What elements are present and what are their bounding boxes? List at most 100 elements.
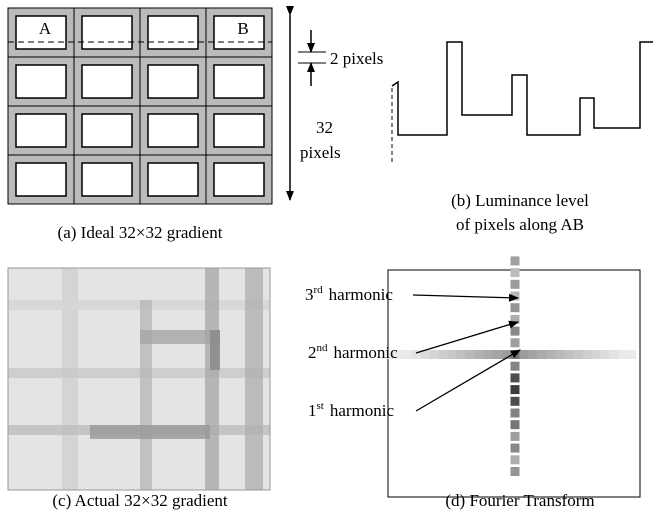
spectrum-cell — [510, 420, 520, 430]
spectrum-cell — [510, 326, 520, 336]
spectrum-cell — [438, 350, 448, 359]
spectrum-cell — [465, 350, 475, 359]
spectrum-cell — [402, 350, 412, 359]
blur-band — [140, 300, 152, 490]
harmonic-number: 2 — [308, 343, 317, 362]
height-label: 32 — [316, 118, 333, 137]
spectrum-cell — [510, 396, 520, 406]
caption-a: (a) Ideal 32×32 gradient — [58, 223, 223, 242]
spectrum-cell — [618, 350, 628, 359]
harmonic-label: 2nd harmonic — [308, 342, 398, 362]
cell-inner — [15, 162, 67, 197]
harmonic-arrow — [412, 293, 519, 302]
cell-inner — [213, 15, 265, 50]
spectrum-cell — [510, 303, 520, 313]
spectrum-cell — [510, 385, 520, 395]
spectrum-cell — [384, 350, 394, 359]
harmonic-word: harmonic — [334, 343, 399, 362]
cell-inner — [81, 15, 133, 50]
cell-inner — [147, 162, 199, 197]
spectrum-cell — [510, 279, 520, 289]
spectrum-cell — [510, 314, 520, 324]
spectrum-cell — [393, 350, 403, 359]
caption-d: (d) Fourier Transform — [445, 491, 594, 510]
spectrum-cell — [582, 350, 592, 359]
harmonic-suffix: nd — [317, 342, 329, 354]
spectrum-cell — [501, 350, 511, 359]
spectrum-cell — [483, 350, 493, 359]
blur-band — [8, 300, 270, 310]
spectrum-cell — [474, 350, 484, 359]
harmonic-label: 3rd harmonic — [305, 284, 393, 304]
spectrum-cell — [546, 350, 556, 359]
cell-inner — [81, 162, 133, 197]
ideal-gradient — [7, 7, 273, 205]
cell-inner — [81, 64, 133, 99]
cell-inner — [213, 64, 265, 99]
blur-band — [90, 425, 210, 439]
spectrum-cell — [510, 361, 520, 371]
blur-band — [210, 330, 220, 370]
spectrum-cell — [456, 350, 466, 359]
spectrum-cell — [510, 268, 520, 278]
harmonic-suffix: st — [317, 400, 324, 412]
spectrum-cell — [537, 350, 547, 359]
spectrum-cell — [510, 373, 520, 383]
blur-band — [140, 330, 220, 344]
spectrum-cell — [627, 350, 637, 359]
blur-band — [245, 268, 263, 490]
spectrum-cell — [492, 350, 502, 359]
spectrum-cell — [510, 455, 520, 465]
caption-c: (c) Actual 32×32 gradient — [52, 491, 228, 510]
image-border — [7, 267, 271, 491]
spectrum-cell — [510, 291, 520, 301]
cell-inner — [147, 15, 199, 50]
gap-label: 2 pixels — [330, 49, 383, 68]
cell-inner — [213, 113, 265, 148]
spectrum-cell — [591, 350, 601, 359]
harmonic-arrow — [415, 349, 521, 412]
cell-inner — [15, 113, 67, 148]
height-label: pixels — [300, 143, 341, 162]
harmonic-word: harmonic — [330, 401, 395, 420]
luminance-wave — [391, 41, 653, 136]
harmonic-number: 3 — [305, 285, 314, 304]
spectrum-cell — [519, 350, 529, 359]
cell-inner — [147, 64, 199, 99]
spectrum-cell — [510, 338, 520, 348]
caption-b: (b) Luminance level — [451, 191, 589, 210]
spectrum-cell — [510, 256, 520, 266]
cell-inner — [147, 113, 199, 148]
spectrum-cell — [564, 350, 574, 359]
spectrum-cell — [555, 350, 565, 359]
caption-b: of pixels along AB — [456, 215, 584, 234]
spectrum-cell — [609, 350, 619, 359]
harmonic-label: 1st harmonic — [308, 400, 394, 420]
label-b: B — [237, 19, 248, 38]
harmonic-word: harmonic — [329, 285, 394, 304]
fourier-image — [384, 256, 637, 476]
spectrum-cell — [420, 350, 430, 359]
label-a: A — [39, 19, 52, 38]
spectrum-cell — [510, 467, 520, 476]
spectrum-cell — [528, 350, 538, 359]
spectrum-cell — [510, 443, 520, 453]
spectrum-cell — [510, 408, 520, 418]
cell-inner — [15, 15, 67, 50]
spectrum-cell — [600, 350, 610, 359]
cell-inner — [81, 113, 133, 148]
spectrum-cell — [573, 350, 583, 359]
harmonic-number: 1 — [308, 401, 317, 420]
spectrum-cell — [510, 431, 520, 441]
harmonic-suffix: rd — [314, 284, 324, 296]
spectrum-cell — [429, 350, 439, 359]
spectrum-cell — [447, 350, 457, 359]
blur-band — [8, 368, 270, 378]
harmonic-labels: 3rd harmonic 2nd harmonic 1st harmonic — [305, 284, 521, 420]
blur-band — [205, 268, 219, 490]
spectrum-cell — [411, 350, 421, 359]
cell-inner — [15, 64, 67, 99]
actual-gradient — [8, 268, 270, 490]
cell-inner — [213, 162, 265, 197]
